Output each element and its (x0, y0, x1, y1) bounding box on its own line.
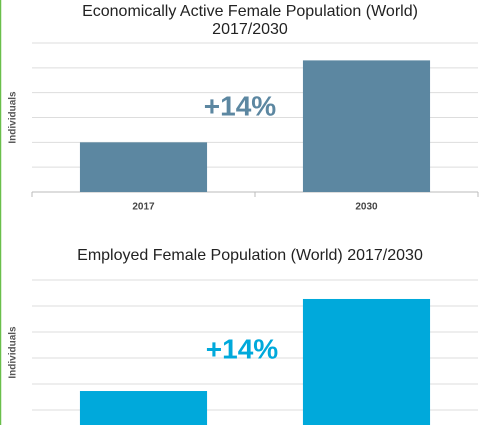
bar (79, 391, 208, 425)
chart-title: 2017/2030 (212, 21, 288, 38)
y-axis-label: Individuals (8, 91, 19, 144)
bar (79, 142, 208, 192)
bar (302, 298, 431, 425)
x-tick-label: 2030 (355, 202, 378, 213)
x-tick-label: 2017 (132, 202, 155, 213)
y-axis-label: Individuals (8, 326, 19, 379)
bar (302, 60, 431, 193)
chart-title: Economically Active Female Population (W… (82, 3, 418, 20)
annotation: +14% (206, 333, 278, 364)
annotation: +14% (204, 90, 276, 121)
chart-title: Employed Female Population (World) 2017/… (77, 247, 423, 264)
